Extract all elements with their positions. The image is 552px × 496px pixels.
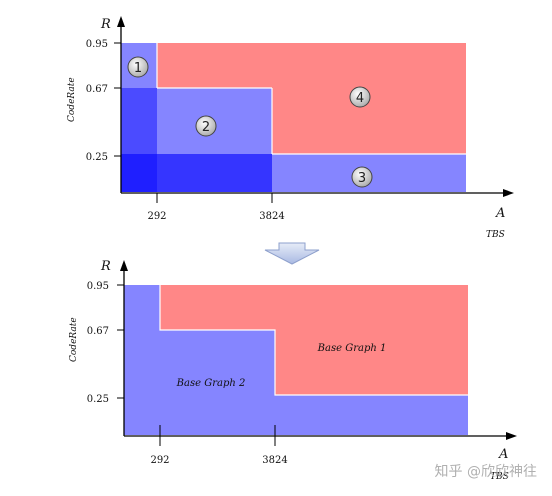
base-graph-2-area bbox=[124, 285, 468, 435]
top-xtick-3824: 3824 bbox=[259, 211, 284, 222]
bottom-x-axis-letter: A bbox=[498, 447, 508, 462]
top-ytick-025: 0.25 bbox=[86, 152, 108, 163]
region-1-marker: 1 bbox=[127, 56, 149, 78]
base-graph-2-label: Base Graph 2 bbox=[176, 378, 246, 389]
top-y-axis-word: CodeRate bbox=[67, 77, 77, 122]
region-4-marker: 4 bbox=[349, 86, 371, 108]
bottom-y-axis-word: CodeRate bbox=[69, 317, 79, 362]
bottom-y-axis-letter: R bbox=[100, 259, 111, 274]
svg-text:2: 2 bbox=[202, 120, 210, 135]
top-y-axis-letter: R bbox=[100, 17, 111, 32]
bottom-ytick-025: 0.25 bbox=[87, 394, 109, 405]
overlap-1-2-3 bbox=[121, 154, 157, 192]
top-xtick-292: 292 bbox=[147, 211, 166, 222]
svg-text:4: 4 bbox=[356, 91, 364, 106]
bottom-ytick-067: 0.67 bbox=[87, 326, 109, 337]
svg-text:1: 1 bbox=[134, 61, 142, 76]
bottom-ytick-095: 0.95 bbox=[87, 281, 109, 292]
watermark: 知乎 @欣欣神往 bbox=[435, 463, 537, 480]
top-ytick-095: 0.95 bbox=[86, 39, 108, 50]
svg-text:3: 3 bbox=[358, 171, 366, 186]
base-graph-1-label: Base Graph 1 bbox=[317, 343, 387, 354]
overlap-2-3 bbox=[157, 154, 272, 192]
top-x-arrow-icon bbox=[503, 189, 514, 197]
region-3-marker: 3 bbox=[351, 166, 373, 188]
top-ytick-067: 0.67 bbox=[86, 84, 108, 95]
top-y-arrow-icon bbox=[117, 16, 125, 27]
bottom-xtick-3824: 3824 bbox=[262, 455, 287, 466]
top-x-axis-letter: A bbox=[495, 206, 505, 221]
bottom-xtick-292: 292 bbox=[150, 455, 169, 466]
bottom-y-arrow-icon bbox=[120, 260, 128, 271]
bottom-x-axis-word: TBS bbox=[490, 472, 509, 482]
top-diagram: 0.95 0.67 0.25 292 3824 R CodeRate A TBS… bbox=[67, 16, 514, 240]
bottom-diagram: 0.95 0.67 0.25 292 3824 R CodeRate A TBS… bbox=[69, 259, 517, 482]
down-arrow-icon bbox=[264, 242, 320, 265]
overlap-1-2 bbox=[121, 88, 157, 154]
top-x-axis-word: TBS bbox=[486, 230, 505, 240]
bottom-x-arrow-icon bbox=[506, 432, 517, 440]
region-2-marker: 2 bbox=[195, 115, 217, 137]
